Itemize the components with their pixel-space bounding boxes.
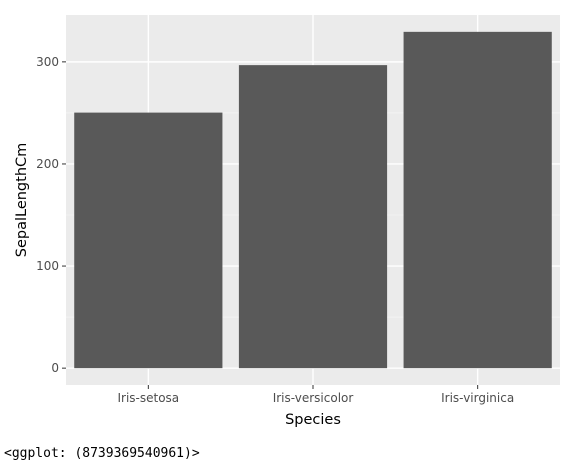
bar-iris-virginica bbox=[403, 31, 552, 369]
x-axis: Iris-setosa Iris-versicolor Iris-virginica bbox=[117, 385, 514, 405]
bar-iris-versicolor bbox=[238, 65, 388, 369]
y-axis: 0 100 200 300 bbox=[36, 55, 66, 375]
y-tick-label: 300 bbox=[36, 55, 59, 69]
x-axis-title: Species bbox=[285, 412, 341, 428]
ggplot-output-repr: <ggplot: (8739369540961)> bbox=[4, 446, 200, 461]
y-tick-label: 200 bbox=[36, 157, 59, 171]
y-tick-label: 100 bbox=[36, 259, 59, 273]
y-tick-label: 0 bbox=[51, 361, 59, 375]
bars bbox=[74, 31, 552, 369]
bar-iris-setosa bbox=[74, 112, 223, 369]
y-axis-title: SepalLengthCm bbox=[14, 143, 30, 258]
x-tick-label: Iris-setosa bbox=[117, 391, 179, 405]
x-tick-label: Iris-virginica bbox=[441, 391, 514, 405]
x-tick-label: Iris-versicolor bbox=[273, 391, 354, 405]
